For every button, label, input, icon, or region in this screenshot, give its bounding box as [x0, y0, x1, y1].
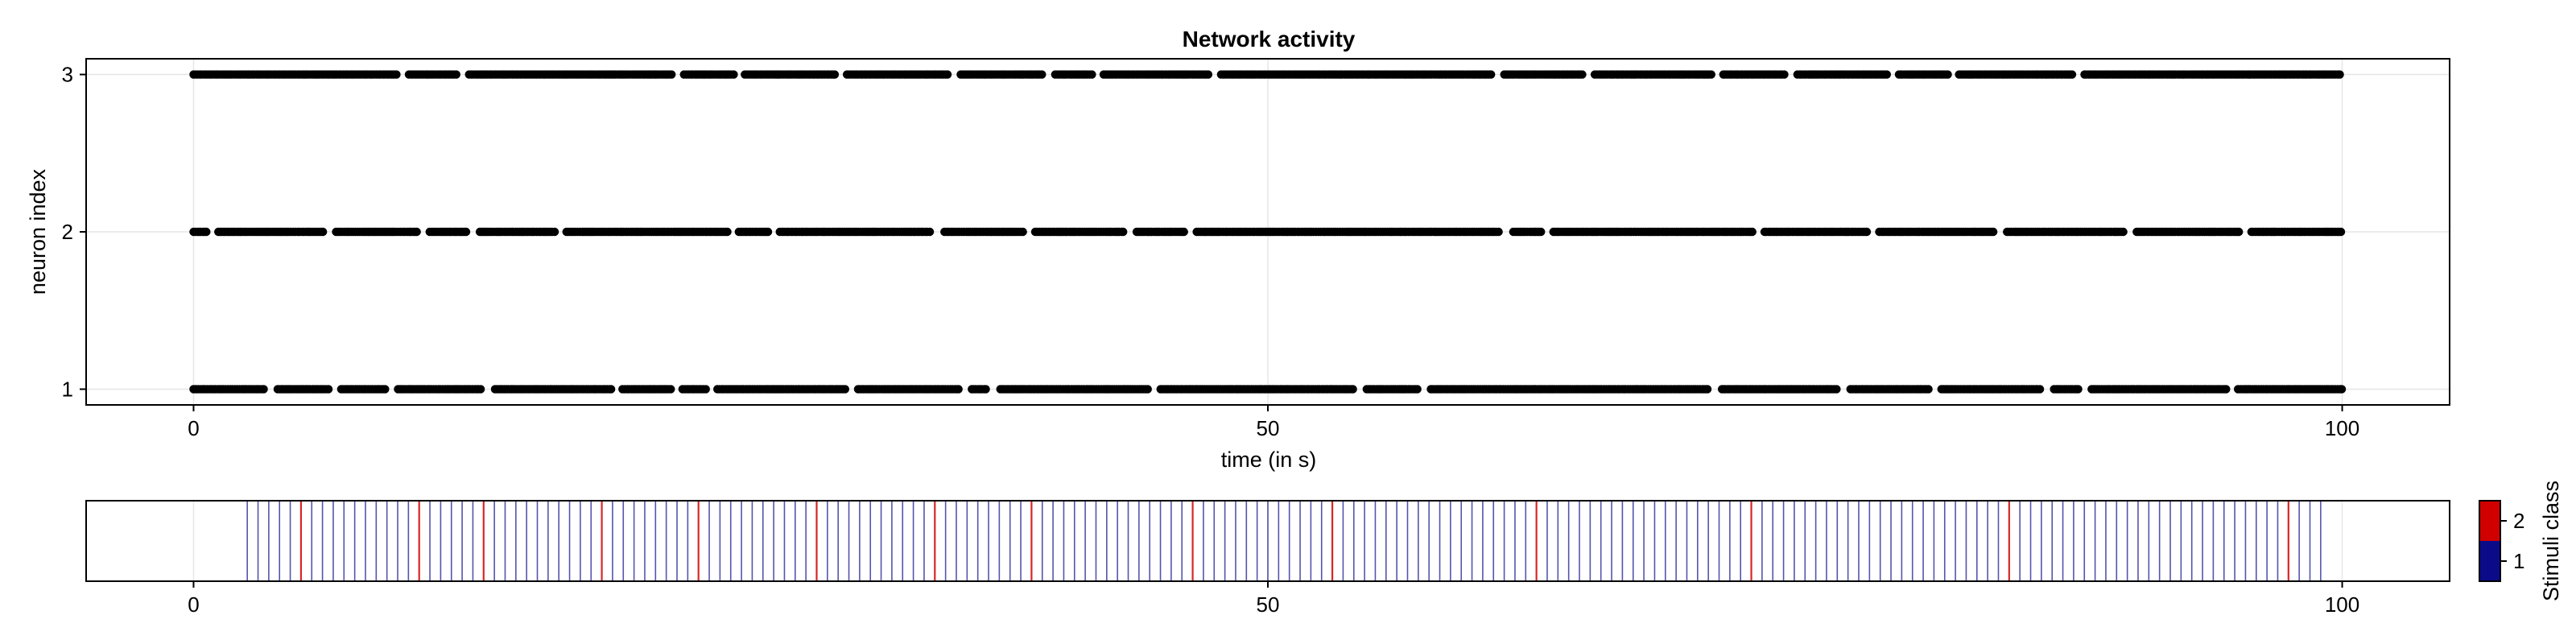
stimulus-lines: [246, 501, 2322, 581]
colorbar-segment-class-1: [2479, 541, 2500, 581]
spike-marker: [2067, 70, 2077, 79]
colorbar: 2 1 Stimuli class: [2479, 481, 2563, 601]
spike-marker: [1578, 70, 1587, 79]
spike-marker: [1924, 385, 1933, 394]
spike-marker: [1832, 385, 1841, 394]
spike-marker: [1703, 385, 1712, 394]
colorbar-segment-class-2: [2479, 501, 2500, 541]
x-axis: 0 50 100: [188, 405, 2359, 440]
spike-marker: [1988, 227, 1998, 237]
spike-marker: [1088, 70, 1096, 79]
spike-marker: [1707, 70, 1715, 79]
spike-marker: [723, 227, 732, 237]
spike-marker: [324, 385, 333, 394]
spike-marker: [452, 70, 460, 79]
spike-marker: [1179, 227, 1188, 237]
spike-marker: [1537, 227, 1546, 237]
spike-marker: [954, 385, 963, 394]
spike-marker: [2235, 227, 2244, 237]
spike-marker: [1203, 70, 1213, 79]
spike-marker: [1494, 227, 1503, 237]
spike-marker: [461, 227, 471, 237]
x-tick-label: 50: [1257, 416, 1280, 440]
colorbar-frame: [2479, 500, 2501, 582]
x-tick-label: 0: [188, 592, 199, 617]
x-tick-label: 50: [1257, 592, 1280, 617]
spike-marker: [981, 385, 990, 394]
spike-markers: [189, 70, 2347, 394]
spike-marker: [840, 385, 849, 394]
spike-marker: [1943, 70, 1952, 79]
spike-marker: [701, 385, 710, 394]
x-tick-label: 100: [2325, 592, 2359, 617]
spike-marker: [2336, 227, 2346, 237]
spike-marker: [412, 227, 421, 237]
spike-marker: [925, 227, 935, 237]
spike-marker: [729, 70, 738, 79]
spike-marker: [2035, 385, 2045, 394]
spike-marker: [2074, 385, 2083, 394]
colorbar-tick-label: 1: [2513, 549, 2524, 573]
spike-marker: [2222, 385, 2231, 394]
spike-marker: [550, 227, 559, 237]
spike-marker: [1780, 70, 1789, 79]
spike-marker: [476, 385, 485, 394]
spike-marker: [2335, 70, 2344, 79]
y-axis: 1 2 3: [62, 63, 86, 401]
spike-marker: [943, 70, 952, 79]
stimuli-plot: 0 50 100: [85, 500, 2450, 617]
y-axis-label: neuron index: [26, 168, 50, 295]
spike-marker: [1018, 227, 1027, 237]
spike-marker: [667, 70, 676, 79]
x-tick-label: 0: [188, 416, 199, 440]
chart-title: Network activity: [1183, 27, 1356, 52]
raster-plot: Network activity 0 50 100 123 time (in s) …: [26, 27, 2450, 472]
spike-marker: [1748, 227, 1757, 237]
y-tick-label: 2: [62, 220, 73, 244]
spike-marker: [392, 70, 401, 79]
x-axis: 0 50 100: [188, 581, 2359, 617]
colorbar-tick-label: 2: [2513, 509, 2524, 533]
spike-marker: [763, 227, 773, 237]
spike-marker: [259, 385, 268, 394]
spike-marker: [1413, 385, 1422, 394]
spike-marker: [1119, 227, 1128, 237]
spike-marker: [1038, 70, 1046, 79]
spike-marker: [606, 385, 616, 394]
spike-marker: [381, 385, 390, 394]
x-tick-label: 100: [2325, 416, 2359, 440]
y-tick-label: 3: [62, 63, 73, 87]
spike-marker: [1862, 227, 1872, 237]
spike-marker: [667, 385, 675, 394]
spike-marker: [2119, 227, 2128, 237]
spike-marker: [1348, 385, 1357, 394]
colorbar-label: Stimuli class: [2539, 481, 2563, 601]
spike-marker: [318, 227, 328, 237]
spike-marker: [830, 70, 840, 79]
spike-marker: [1487, 70, 1496, 79]
spike-marker: [1143, 385, 1152, 394]
x-axis-label: time (in s): [1221, 448, 1317, 472]
spike-marker: [202, 227, 211, 237]
y-tick-label: 1: [62, 377, 73, 401]
spike-marker: [2337, 385, 2347, 394]
spike-marker: [1882, 70, 1892, 79]
